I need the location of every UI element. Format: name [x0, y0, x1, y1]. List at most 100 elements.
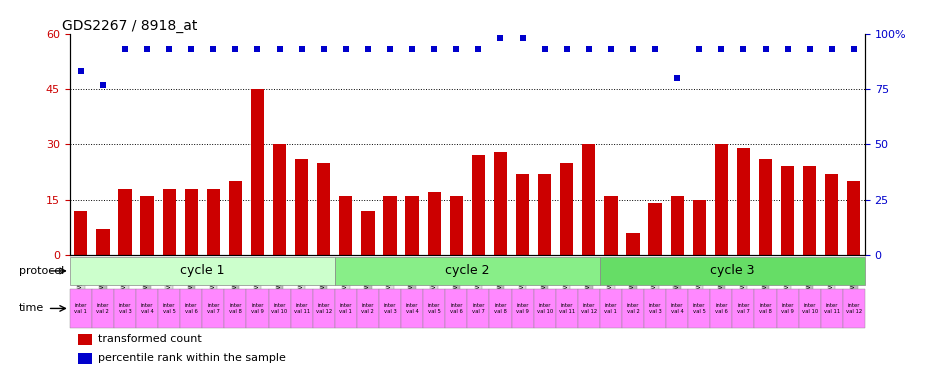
Text: inter
val 10: inter val 10 [537, 303, 552, 313]
Text: cycle 2: cycle 2 [445, 264, 489, 278]
Text: cycle 1: cycle 1 [180, 264, 224, 278]
Point [604, 46, 618, 52]
Text: inter
val 5: inter val 5 [163, 303, 176, 313]
Bar [269, 289, 290, 328]
Text: inter
val 7: inter val 7 [737, 303, 750, 313]
Text: inter
val 6: inter val 6 [450, 303, 463, 313]
Point [272, 46, 287, 52]
Bar [206, 189, 220, 255]
Text: inter
val 5: inter val 5 [428, 303, 441, 313]
Text: GSM77309: GSM77309 [321, 260, 326, 299]
Text: GSM77313: GSM77313 [409, 260, 415, 299]
Point [736, 46, 751, 52]
Bar [158, 289, 180, 328]
Text: inter
val 3: inter val 3 [384, 303, 396, 313]
Text: GSM77300: GSM77300 [122, 260, 128, 299]
Bar [118, 189, 131, 255]
Point [73, 68, 88, 74]
Text: GSM77315: GSM77315 [453, 260, 459, 299]
Point [228, 46, 243, 52]
Bar [600, 256, 865, 285]
Bar [604, 196, 618, 255]
Text: inter
val 7: inter val 7 [472, 303, 485, 313]
Bar [688, 289, 711, 328]
Bar [489, 289, 512, 328]
Point [824, 46, 839, 52]
Bar [74, 211, 87, 255]
Bar [357, 289, 379, 328]
Text: inter
val 10: inter val 10 [802, 303, 817, 313]
Bar [339, 196, 352, 255]
Point [405, 46, 419, 52]
Text: inter
val 11: inter val 11 [559, 303, 575, 313]
Text: inter
val 9: inter val 9 [251, 303, 264, 313]
Bar [383, 196, 396, 255]
Text: GSM77318: GSM77318 [520, 260, 525, 299]
Point [339, 46, 353, 52]
Point [184, 46, 199, 52]
Bar [781, 166, 794, 255]
Point [846, 46, 861, 52]
Bar [516, 174, 529, 255]
Text: GSM77314: GSM77314 [432, 260, 437, 299]
Point [361, 46, 376, 52]
Text: inter
val 3: inter val 3 [119, 303, 131, 313]
Text: inter
val 1: inter val 1 [604, 303, 618, 313]
Bar [295, 159, 308, 255]
Bar [733, 289, 754, 328]
Bar [512, 289, 534, 328]
Text: GSM77310: GSM77310 [343, 260, 349, 299]
Bar [445, 289, 467, 328]
Point [692, 46, 707, 52]
Bar [224, 289, 246, 328]
Text: time: time [19, 303, 45, 313]
Bar [180, 289, 203, 328]
Text: inter
val 5: inter val 5 [693, 303, 706, 313]
Bar [468, 289, 489, 328]
Text: GSM77298: GSM77298 [78, 260, 84, 299]
Point [316, 46, 331, 52]
Bar [821, 289, 843, 328]
Text: GSM77303: GSM77303 [188, 260, 194, 299]
Text: inter
val 1: inter val 1 [74, 303, 87, 313]
Point [780, 46, 795, 52]
Text: GSM77302: GSM77302 [166, 260, 172, 299]
Text: GSM77329: GSM77329 [763, 260, 768, 299]
Bar [777, 289, 799, 328]
Point [581, 46, 596, 52]
Text: inter
val 8: inter val 8 [759, 303, 772, 313]
Text: inter
val 2: inter val 2 [97, 303, 110, 313]
Text: GSM77325: GSM77325 [674, 260, 680, 299]
Bar [627, 233, 640, 255]
Bar [140, 196, 153, 255]
Point [471, 46, 485, 52]
Text: GSM77330: GSM77330 [785, 260, 790, 299]
Text: GSM77323: GSM77323 [630, 260, 636, 299]
Point [140, 46, 154, 52]
Text: inter
val 4: inter val 4 [671, 303, 684, 313]
Text: GSM77304: GSM77304 [210, 260, 217, 299]
Text: GSM77322: GSM77322 [608, 260, 614, 299]
Point [294, 46, 309, 52]
Bar [578, 289, 600, 328]
Bar [251, 89, 264, 255]
Text: GSM77320: GSM77320 [564, 260, 570, 299]
Text: GSM77326: GSM77326 [697, 260, 702, 299]
Point [427, 46, 442, 52]
Bar [335, 256, 600, 285]
Text: GSM77311: GSM77311 [365, 260, 371, 299]
Bar [78, 352, 92, 364]
Bar [600, 289, 622, 328]
Bar [361, 211, 375, 255]
Point [206, 46, 220, 52]
Text: inter
val 12: inter val 12 [845, 303, 862, 313]
Bar [405, 196, 419, 255]
Text: GSM77328: GSM77328 [740, 260, 747, 299]
Text: inter
val 2: inter val 2 [362, 303, 375, 313]
Bar [714, 144, 728, 255]
Text: transformed count: transformed count [98, 334, 201, 344]
Point [538, 46, 552, 52]
Text: inter
val 10: inter val 10 [272, 303, 287, 313]
Point [162, 46, 177, 52]
Bar [472, 155, 485, 255]
